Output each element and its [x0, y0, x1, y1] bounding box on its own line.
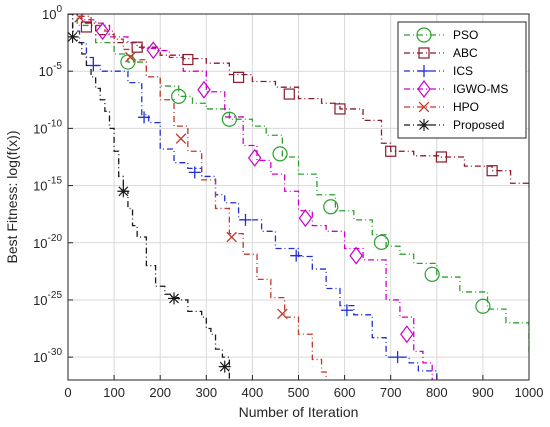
x-tick-label: 300 [195, 385, 217, 400]
y-axis-title: Best Fitness: log(f(x)) [4, 130, 20, 263]
data-point-hpo [277, 308, 288, 320]
y-tick-base: 10 [33, 293, 47, 308]
x-tick-label: 200 [149, 385, 171, 400]
y-tick-label: 10-25 [33, 290, 62, 308]
data-point-ics [87, 59, 100, 72]
legend-label-abc: ABC [453, 46, 478, 60]
legend: PSO ABC ICS IGWO-MS HPO Proposed [397, 21, 527, 139]
y-tick-label: 10-10 [33, 118, 62, 136]
legend-marker-pso [416, 27, 432, 43]
x-tick-label: 500 [288, 385, 310, 400]
y-tick-label: 10-5 [39, 61, 63, 79]
y-tick-base: 10 [33, 350, 47, 365]
x-tick-label: 600 [334, 385, 356, 400]
data-point-igwo-ms [349, 246, 363, 265]
x-tick-label: 800 [426, 385, 448, 400]
data-point-proposed [117, 185, 130, 198]
data-point-abc [80, 21, 93, 33]
data-point-proposed [68, 30, 79, 43]
y-tick-exponent: -10 [48, 118, 63, 129]
y-tick-exponent: -30 [48, 347, 63, 358]
data-point-ics [391, 351, 404, 364]
y-tick-label: 10-30 [33, 347, 62, 365]
y-tick-base: 10 [33, 121, 47, 136]
y-tick-base: 10 [42, 7, 56, 22]
legend-marker-abc [418, 47, 430, 59]
x-tick-label: 0 [64, 385, 71, 400]
legend-label-proposed: Proposed [453, 118, 504, 132]
data-point-proposed [218, 360, 231, 373]
legend-label-igwo-ms: IGWO-MS [453, 82, 508, 96]
marker-layer [68, 14, 498, 373]
data-point-abc [232, 71, 245, 83]
legend-label-hpo: HPO [453, 100, 479, 114]
series-line-pso [68, 14, 529, 355]
data-point-ics [340, 304, 353, 317]
data-point-ics [138, 111, 151, 124]
data-point-abc [283, 88, 295, 100]
x-axis-title: Number of Iteration [239, 404, 359, 420]
x-tick-label: 400 [242, 385, 264, 400]
legend-label-pso: PSO [453, 28, 478, 42]
x-tick-label: 100 [103, 385, 125, 400]
data-point-pso [272, 146, 288, 162]
legend-label-ics: ICS [453, 64, 473, 78]
series-line-abc [68, 14, 529, 188]
data-point-hpo [226, 231, 237, 243]
y-tick-label: 10-20 [33, 233, 62, 251]
x-tick-label: 700 [380, 385, 402, 400]
data-point-igwo-ms [298, 209, 313, 228]
y-tick-label: 10-15 [33, 176, 62, 194]
data-point-abc [334, 103, 346, 115]
data-point-pso [221, 111, 237, 127]
x-tick-label: 900 [472, 385, 494, 400]
legend-marker-proposed [418, 119, 430, 131]
y-tick-exponent: -25 [48, 290, 63, 301]
data-point-pso [373, 234, 390, 250]
legend-marker-igwo-ms [417, 80, 431, 98]
legend-box [397, 21, 527, 139]
series-line-hpo [68, 14, 327, 380]
y-tick-exponent: -20 [48, 233, 63, 244]
x-tick-label: 1000 [515, 385, 544, 400]
data-point-pso [323, 199, 339, 215]
y-tick-base: 10 [33, 236, 47, 251]
data-point-ics [239, 213, 252, 226]
y-tick-exponent: -15 [48, 176, 63, 187]
y-tick-base: 10 [33, 179, 47, 194]
data-point-pso [475, 298, 491, 314]
data-point-abc [182, 53, 194, 66]
data-point-hpo [175, 133, 187, 144]
data-point-igwo-ms [95, 22, 110, 41]
y-tick-base: 10 [39, 64, 53, 79]
data-point-igwo-ms [146, 41, 161, 60]
data-point-pso [171, 88, 187, 104]
data-point-abc [486, 165, 498, 177]
data-point-igwo-ms [247, 148, 262, 167]
data-point-igwo-ms [197, 80, 211, 99]
data-point-pso [424, 266, 440, 282]
data-point-abc [131, 41, 143, 53]
y-tick-label: 100 [42, 4, 62, 22]
data-point-abc [385, 145, 397, 157]
legend-marker-ics [418, 65, 430, 77]
data-point-ics [188, 166, 201, 179]
y-tick-exponent: 0 [56, 4, 62, 15]
data-point-hpo [124, 51, 136, 63]
data-point-ics [290, 249, 303, 262]
series-line-ics [68, 14, 438, 380]
legend-marker-hpo [418, 101, 430, 113]
tick-labels: 0 100 200 300 400 500 600 700 800 900 100010010-51… [33, 4, 543, 400]
data-point-proposed [168, 292, 181, 305]
y-tick-exponent: -5 [53, 61, 62, 72]
data-point-abc [435, 151, 448, 163]
data-point-igwo-ms [400, 325, 414, 344]
